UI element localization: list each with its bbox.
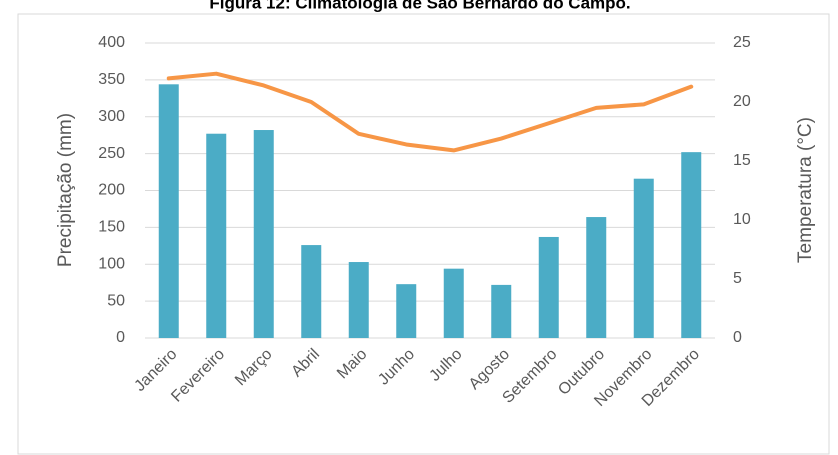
bar: [681, 152, 702, 338]
y-tick-label: 400: [98, 34, 125, 51]
bar: [586, 217, 607, 338]
y2-tick-label: 10: [733, 211, 751, 228]
y-tick-label: 100: [98, 255, 125, 272]
bar: [253, 130, 274, 338]
y-tick-label: 200: [98, 182, 125, 199]
y-axis-title: Precipitação (mm): [55, 113, 76, 267]
y2-axis-title: Temperatura (°C): [795, 117, 816, 263]
y2-tick-label: 0: [733, 329, 742, 346]
x-tick-label: Julho: [426, 346, 465, 385]
bar: [301, 245, 322, 338]
y-tick-label: 150: [98, 219, 125, 236]
bar: [633, 178, 654, 338]
y-tick-label: 350: [98, 71, 125, 88]
chart-title: Figura 12: Climatologia de São Bernardo …: [209, 0, 630, 12]
y-tick-label: 250: [98, 145, 125, 162]
bar: [538, 236, 559, 338]
chart-frame: [17, 13, 830, 455]
x-tick-label: Maio: [334, 346, 371, 383]
y2-tick-label: 15: [733, 152, 751, 169]
bar: [158, 84, 179, 338]
line: [166, 71, 694, 153]
y-tick-label: 0: [116, 329, 125, 346]
bar: [348, 262, 369, 338]
x-tick-label: Abril: [288, 346, 323, 381]
x-tick-label: Junho: [375, 346, 418, 389]
y2-tick-label: 5: [733, 270, 742, 287]
x-tick-label: Março: [232, 346, 276, 390]
y-tick-label: 50: [107, 292, 125, 309]
y-tick-label: 300: [98, 108, 125, 125]
x-tick-label: Agosto: [466, 346, 513, 393]
bar: [491, 284, 512, 338]
y2-tick-label: 25: [733, 34, 751, 51]
y2-tick-label: 20: [733, 93, 751, 110]
bar: [206, 133, 227, 338]
bar: [396, 284, 417, 338]
bar: [443, 268, 464, 338]
